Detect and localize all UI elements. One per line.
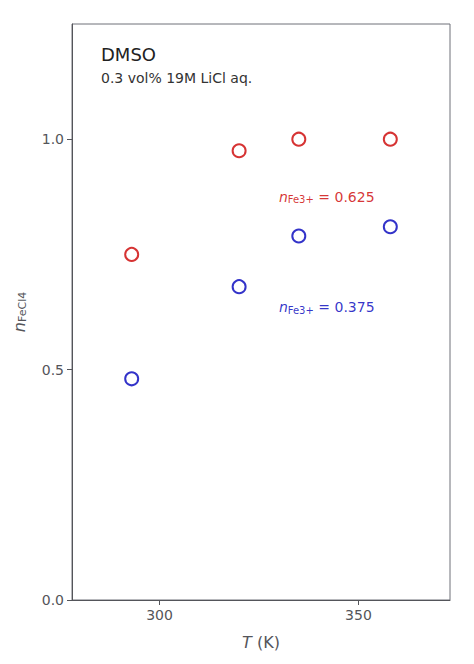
svg-text:0.0: 0.0: [42, 592, 64, 608]
svg-text:= 0.375: = 0.375: [314, 299, 375, 315]
svg-text:= 0.625: = 0.625: [314, 189, 375, 205]
svg-text:n: n: [10, 322, 29, 332]
svg-text:n: n: [279, 299, 288, 315]
svg-text:0.3 vol% 19M LiCl aq.: 0.3 vol% 19M LiCl aq.: [101, 70, 252, 86]
svg-text:350: 350: [345, 607, 372, 623]
svg-text:FeCl4: FeCl4: [16, 292, 29, 322]
svg-text:DMSO: DMSO: [101, 44, 156, 65]
svg-text:300: 300: [146, 607, 173, 623]
svg-text:1.0: 1.0: [42, 131, 64, 147]
svg-text:Fe3+: Fe3+: [288, 305, 314, 316]
svg-text:T: T: [242, 632, 252, 652]
svg-text:0.5: 0.5: [42, 362, 64, 378]
svg-text:(K): (K): [252, 633, 280, 652]
svg-text:Fe3+: Fe3+: [288, 194, 314, 205]
svg-text:n: n: [279, 189, 288, 205]
